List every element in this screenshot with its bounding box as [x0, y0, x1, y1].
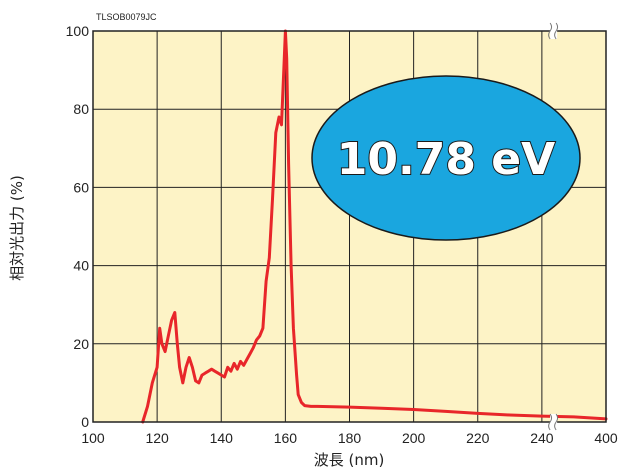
axis-break-squiggle	[548, 413, 553, 431]
axis-break-marks	[548, 22, 559, 431]
x-tick-label: 200	[402, 430, 426, 446]
x-tick-label: 180	[338, 430, 362, 446]
axis-break-gap	[550, 23, 558, 39]
x-tick-label: 220	[466, 430, 490, 446]
y-tick-label: 80	[73, 101, 89, 117]
y-tick-label: 100	[66, 23, 90, 39]
badge-ellipse	[311, 75, 581, 241]
energy-badge: 10.78 eV	[311, 75, 581, 241]
y-axis-ticks: 0 20 40 60 80 100	[66, 23, 90, 430]
plot-border	[92, 30, 607, 423]
x-tick-label: 100	[81, 430, 105, 446]
axis-break-squiggle	[554, 413, 559, 431]
x-axis-title: 波長 (nm)	[314, 451, 385, 469]
badge-label: 10.78 eV	[337, 134, 555, 185]
spectrum-line	[141, 29, 608, 424]
axis-break-squiggle	[554, 22, 559, 40]
x-tick-label: 160	[274, 430, 298, 446]
y-tick-label: 20	[73, 336, 89, 352]
y-tick-label: 60	[73, 179, 89, 195]
x-tick-label: 120	[145, 430, 169, 446]
axis-break-gap	[550, 414, 558, 430]
y-axis-title: 相対光出力 (%)	[8, 175, 26, 281]
figure-code: TLSOB0079JC	[96, 12, 157, 22]
y-tick-label: 40	[73, 258, 89, 274]
axis-break-squiggle	[548, 22, 553, 40]
x-axis-ticks: 100 120 140 160 180 200 220 240 400	[81, 430, 618, 446]
x-tick-label: 400	[594, 430, 618, 446]
y-tick-label: 0	[81, 414, 89, 430]
x-tick-label: 140	[210, 430, 234, 446]
x-tick-label: 240	[530, 430, 554, 446]
